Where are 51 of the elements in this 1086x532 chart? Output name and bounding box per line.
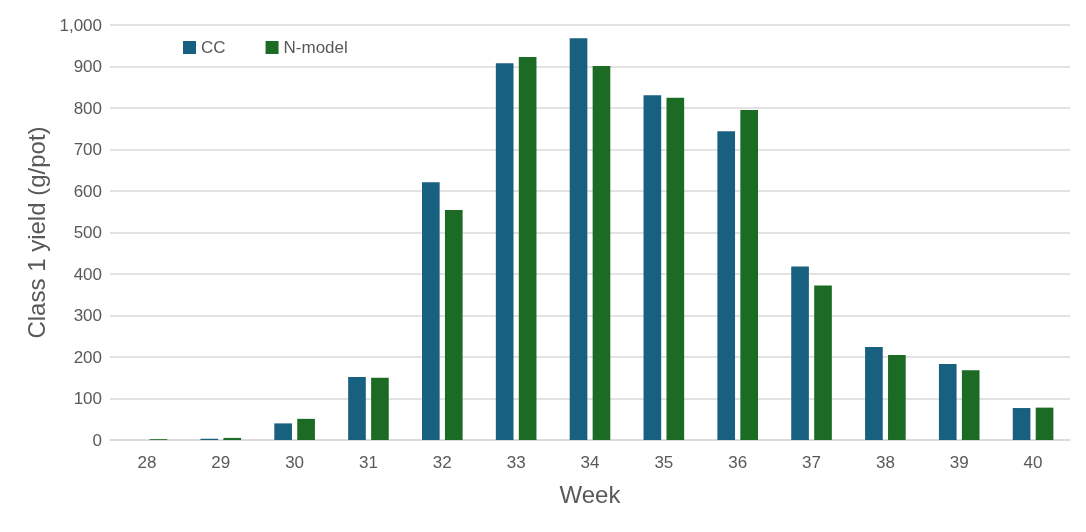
- x-tick-label: 36: [728, 453, 748, 472]
- bar: [961, 370, 980, 440]
- bar: [495, 63, 514, 440]
- bar: [274, 423, 292, 440]
- x-axis-title: Week: [559, 480, 622, 508]
- y-tick-label: 900: [73, 57, 102, 76]
- y-tick-label: 1,000: [59, 15, 102, 35]
- y-tick-label: 200: [73, 347, 102, 367]
- bar: [814, 285, 832, 440]
- bar: [938, 364, 957, 440]
- x-tick-label: 34: [580, 453, 600, 472]
- bar: [444, 210, 463, 440]
- y-tick-label: 300: [73, 306, 102, 325]
- y-tick-label: 800: [73, 98, 102, 118]
- bar: [569, 38, 588, 440]
- y-tick-label: 0: [92, 430, 102, 450]
- x-tick-label: 32: [432, 453, 452, 472]
- x-tick-label: 35: [654, 453, 674, 472]
- y-tick-label: 600: [73, 181, 102, 201]
- bar: [740, 110, 758, 440]
- bar: [717, 131, 736, 440]
- bar: [865, 347, 883, 440]
- bar: [297, 418, 315, 440]
- bar: [348, 376, 366, 440]
- y-tick-label: 700: [73, 140, 102, 159]
- x-tick-label: 40: [1023, 453, 1043, 472]
- bar: [422, 182, 440, 440]
- x-tick-label: 33: [506, 453, 526, 472]
- bar: [1012, 408, 1031, 440]
- bar: [888, 354, 906, 440]
- bar: [1035, 407, 1054, 440]
- legend-label: CC: [201, 38, 226, 57]
- x-tick-label: 38: [875, 453, 895, 472]
- bar: [592, 66, 611, 440]
- legend-label: N-model: [283, 38, 348, 57]
- y-tick-label: 100: [73, 389, 102, 408]
- bar: [223, 437, 242, 440]
- x-tick-label: 31: [359, 453, 378, 472]
- bar: [643, 95, 662, 440]
- x-tick-label: 29: [211, 453, 231, 472]
- x-tick-label: 28: [137, 453, 157, 472]
- y-axis-title: Class 1 yield (g/pot): [23, 126, 51, 339]
- x-tick-label: 30: [285, 453, 305, 472]
- x-tick-label: 37: [802, 453, 821, 472]
- x-tick-label: 39: [949, 453, 969, 472]
- bar: [518, 56, 537, 440]
- bar: [791, 266, 809, 440]
- bar: [371, 377, 389, 440]
- bar: [666, 97, 685, 440]
- y-tick-label: 400: [73, 264, 102, 284]
- y-tick-label: 500: [73, 223, 102, 242]
